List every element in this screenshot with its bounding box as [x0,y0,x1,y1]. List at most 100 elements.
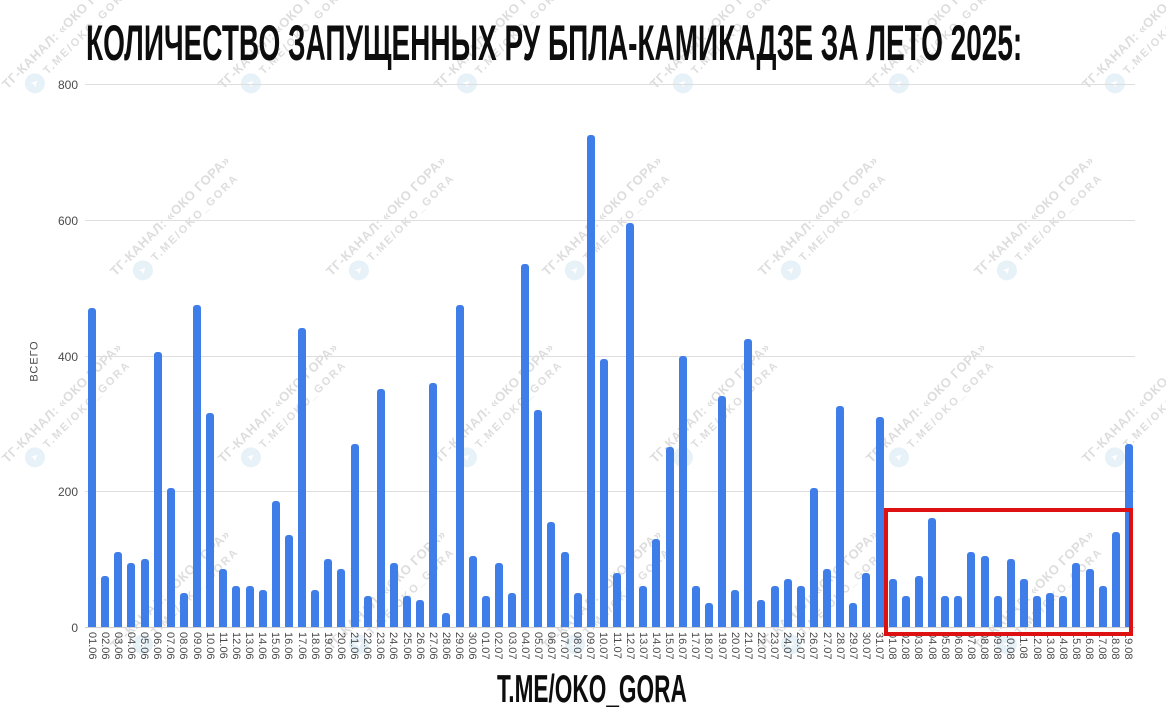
watermark-channel-name: ТГ-КАНАЛ: «ОКО ГОРА» [106,152,234,279]
watermark-channel-name: ТГ-КАНАЛ: «ОКО ГОРА» [1078,0,1166,92]
x-tick-label: 17.06 [295,632,308,660]
x-tick-label: 22.06 [361,632,374,660]
bar-10.06 [206,413,215,627]
x-tick-label: 01.07 [479,632,492,660]
watermark-channel-name: ТГ-КАНАЛ: «ОКО ГОРА» [646,339,774,466]
bar-25.07 [796,586,805,627]
x-tick-label: 14.07 [649,632,662,660]
x-tick-label: 25.06 [400,632,413,660]
bar-14.07 [652,538,661,627]
bar-10.08 [1006,559,1015,627]
x-tick-label: 10.06 [203,632,216,660]
watermark: ТГ-КАНАЛ: «ОКО ГОРА»➤T.ME/OKO_GORA [1079,0,1166,107]
bar-21.06 [350,443,359,627]
watermark: ТГ-КАНАЛ: «ОКО ГОРА»➤T.ME/OKO_GORA [431,340,573,482]
bar-09.06 [193,304,201,627]
x-tick-label: 14.06 [256,632,269,660]
bar-13.06 [245,586,254,627]
bar-30.06 [468,555,477,627]
x-tick-label: 17.07 [689,632,702,660]
bar-22.07 [757,599,766,627]
telegram-plane-icon: ➤ [992,256,1022,285]
x-tick-label: 12.06 [229,632,242,660]
bar-19.07 [718,396,726,627]
bar-15.08 [1072,562,1081,627]
x-tick-label: 06.06 [151,632,164,660]
x-tick-label: 04.06 [124,632,137,660]
bar-31.07 [875,416,884,627]
bar-03.06 [114,552,123,627]
x-tick-label: 03.08 [912,632,925,660]
x-tick-label: 29.06 [453,632,465,660]
bar-19.06 [324,559,333,627]
bar-16.07 [678,355,687,627]
bar-04.08 [928,518,936,627]
watermark-channel-name: ТГ-КАНАЛ: «ОКО ГОРА» [538,152,666,279]
x-tick-label: 03.07 [505,632,518,660]
bar-30.07 [862,572,871,627]
x-tick-label: 01.08 [886,632,899,660]
bar-05.07 [534,409,543,627]
bar-27.06 [429,382,438,627]
x-tick-label: 08.08 [978,632,990,660]
x-tick-label: 20.06 [334,632,347,660]
bar-18.07 [704,603,713,627]
watermark-channel-name: ТГ-КАНАЛ: «ОКО ГОРА» [1078,339,1166,466]
y-tick-label: 600 [57,213,78,228]
telegram-plane-icon: ➤ [128,256,158,285]
bar-24.07 [783,579,792,627]
bar-20.07 [731,589,740,627]
bar-16.06 [284,535,293,627]
x-tick-label: 23.07 [768,632,780,660]
bar-18.08 [1111,531,1120,627]
watermark-channel-name: ТГ-КАНАЛ: «ОКО ГОРА» [754,152,882,279]
x-tick-label: 02.08 [899,632,912,660]
bar-17.08 [1098,586,1107,627]
bar-07.08 [967,552,976,627]
telegram-plane-icon: ➤ [236,443,266,472]
x-tick-label: 15.08 [1069,632,1082,660]
bar-29.07 [849,603,858,627]
telegram-plane-icon: ➤ [20,443,50,472]
x-tick-label: 04.08 [925,632,938,660]
watermark-channel-name: ТГ-КАНАЛ: «ОКО ГОРА» [214,339,342,466]
bar-29.06 [455,304,464,627]
x-tick-label: 04.07 [518,632,531,660]
x-tick-label: 16.07 [676,632,689,660]
y-tick-label: 200 [57,485,78,500]
x-tick-label: 28.07 [833,632,846,660]
bar-12.07 [626,223,635,627]
x-tick-label: 26.07 [807,632,820,660]
watermark-link: T.ME/OKO_GORA [149,171,242,264]
chart-title: КОЛИЧЕСТВО ЗАПУЩЕННЫХ РУ БПЛА-КАМИКАДЗЕ … [86,15,1023,71]
bar-01.06 [88,307,96,627]
bar-05.06 [140,559,149,627]
y-tick-label: 400 [57,349,78,364]
telegram-plane-icon: ➤ [560,256,590,285]
bar-02.06 [101,576,110,627]
bar-24.06 [389,562,398,627]
bar-12.06 [232,586,241,627]
bar-28.07 [836,406,845,627]
watermark: ТГ-КАНАЛ: «ОКО ГОРА»➤T.ME/OKO_GORA [863,340,1005,482]
x-tick-label: 31.07 [873,632,885,660]
gridline-600 [85,219,1135,221]
x-tick-label: 15.06 [269,632,282,660]
x-tick-label: 02.06 [98,632,111,660]
bar-13.08 [1046,593,1055,627]
x-tick-label: 07.08 [964,632,977,660]
telegram-plane-icon: ➤ [344,256,374,285]
bar-06.08 [954,596,963,627]
x-tick-label: 13.07 [636,632,649,660]
bar-10.07 [599,358,608,627]
bar-01.07 [481,596,490,627]
bar-08.07 [573,593,582,627]
x-tick-label: 12.08 [1030,632,1043,660]
x-tick-label: 15.07 [663,632,675,660]
x-tick-label: 01.06 [85,632,98,660]
bar-11.06 [219,569,228,627]
bar-12.08 [1033,596,1041,627]
x-tick-label: 27.07 [820,632,833,660]
x-tick-label: 25.07 [794,632,807,660]
x-tick-label: 30.06 [466,632,479,660]
